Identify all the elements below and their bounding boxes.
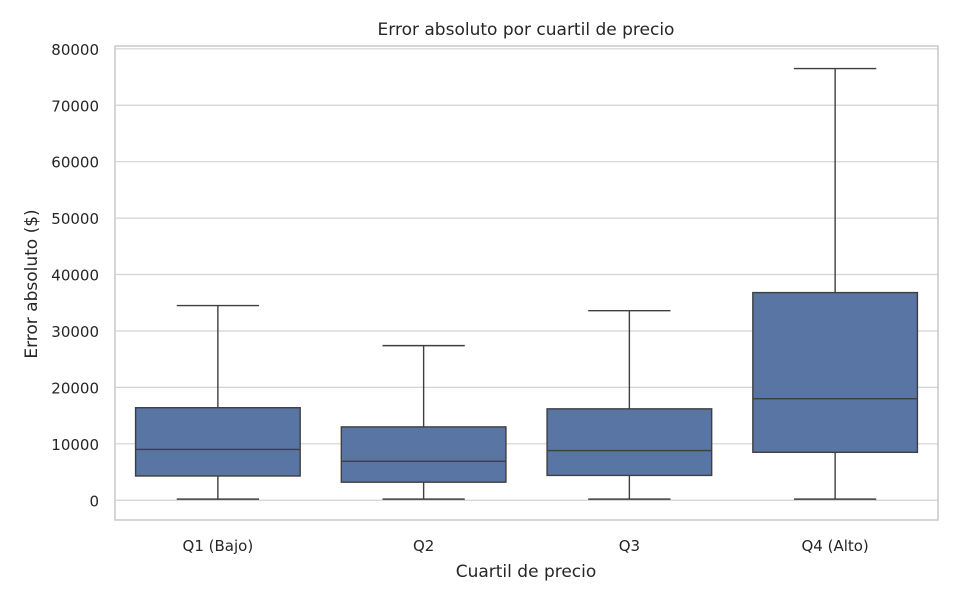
box-group xyxy=(752,67,919,500)
chart-title: Error absoluto por cuartil de precio xyxy=(378,20,675,40)
box-group xyxy=(134,304,301,500)
y-tick-label: 70000 xyxy=(51,97,99,115)
box-iqr xyxy=(134,407,301,477)
y-tick-label: 80000 xyxy=(51,41,99,59)
y-tick-label: 40000 xyxy=(51,267,99,285)
boxes xyxy=(134,67,919,500)
box-group xyxy=(546,309,713,500)
box-group xyxy=(340,344,507,500)
y-tick-label: 0 xyxy=(89,492,99,510)
x-tick-label: Q4 (Alto) xyxy=(801,537,868,555)
x-axis-label: Cuartil de precio xyxy=(456,562,597,582)
box-iqr xyxy=(546,408,713,477)
y-tick-label: 10000 xyxy=(51,436,99,454)
y-axis-label: Error absoluto ($) xyxy=(22,209,42,358)
plot-frame xyxy=(114,45,939,521)
x-tick-label: Q1 (Bajo) xyxy=(183,537,254,555)
x-tick-label: Q2 xyxy=(413,537,434,555)
plot-border xyxy=(114,45,939,521)
y-tick-labels: 0 10000 20000 30000 40000 50000 60000 70000 8000… xyxy=(51,41,99,510)
box-iqr xyxy=(752,291,919,453)
y-tick-label: 50000 xyxy=(51,210,99,228)
x-tick-labels: Q1 (Bajo) Q2 Q3 Q4 (Alto) xyxy=(183,537,869,555)
y-tick-label: 30000 xyxy=(51,323,99,341)
box-iqr xyxy=(340,426,507,483)
x-tick-label: Q3 xyxy=(619,537,640,555)
y-tick-label: 20000 xyxy=(51,379,99,397)
y-tick-label: 60000 xyxy=(51,154,99,172)
